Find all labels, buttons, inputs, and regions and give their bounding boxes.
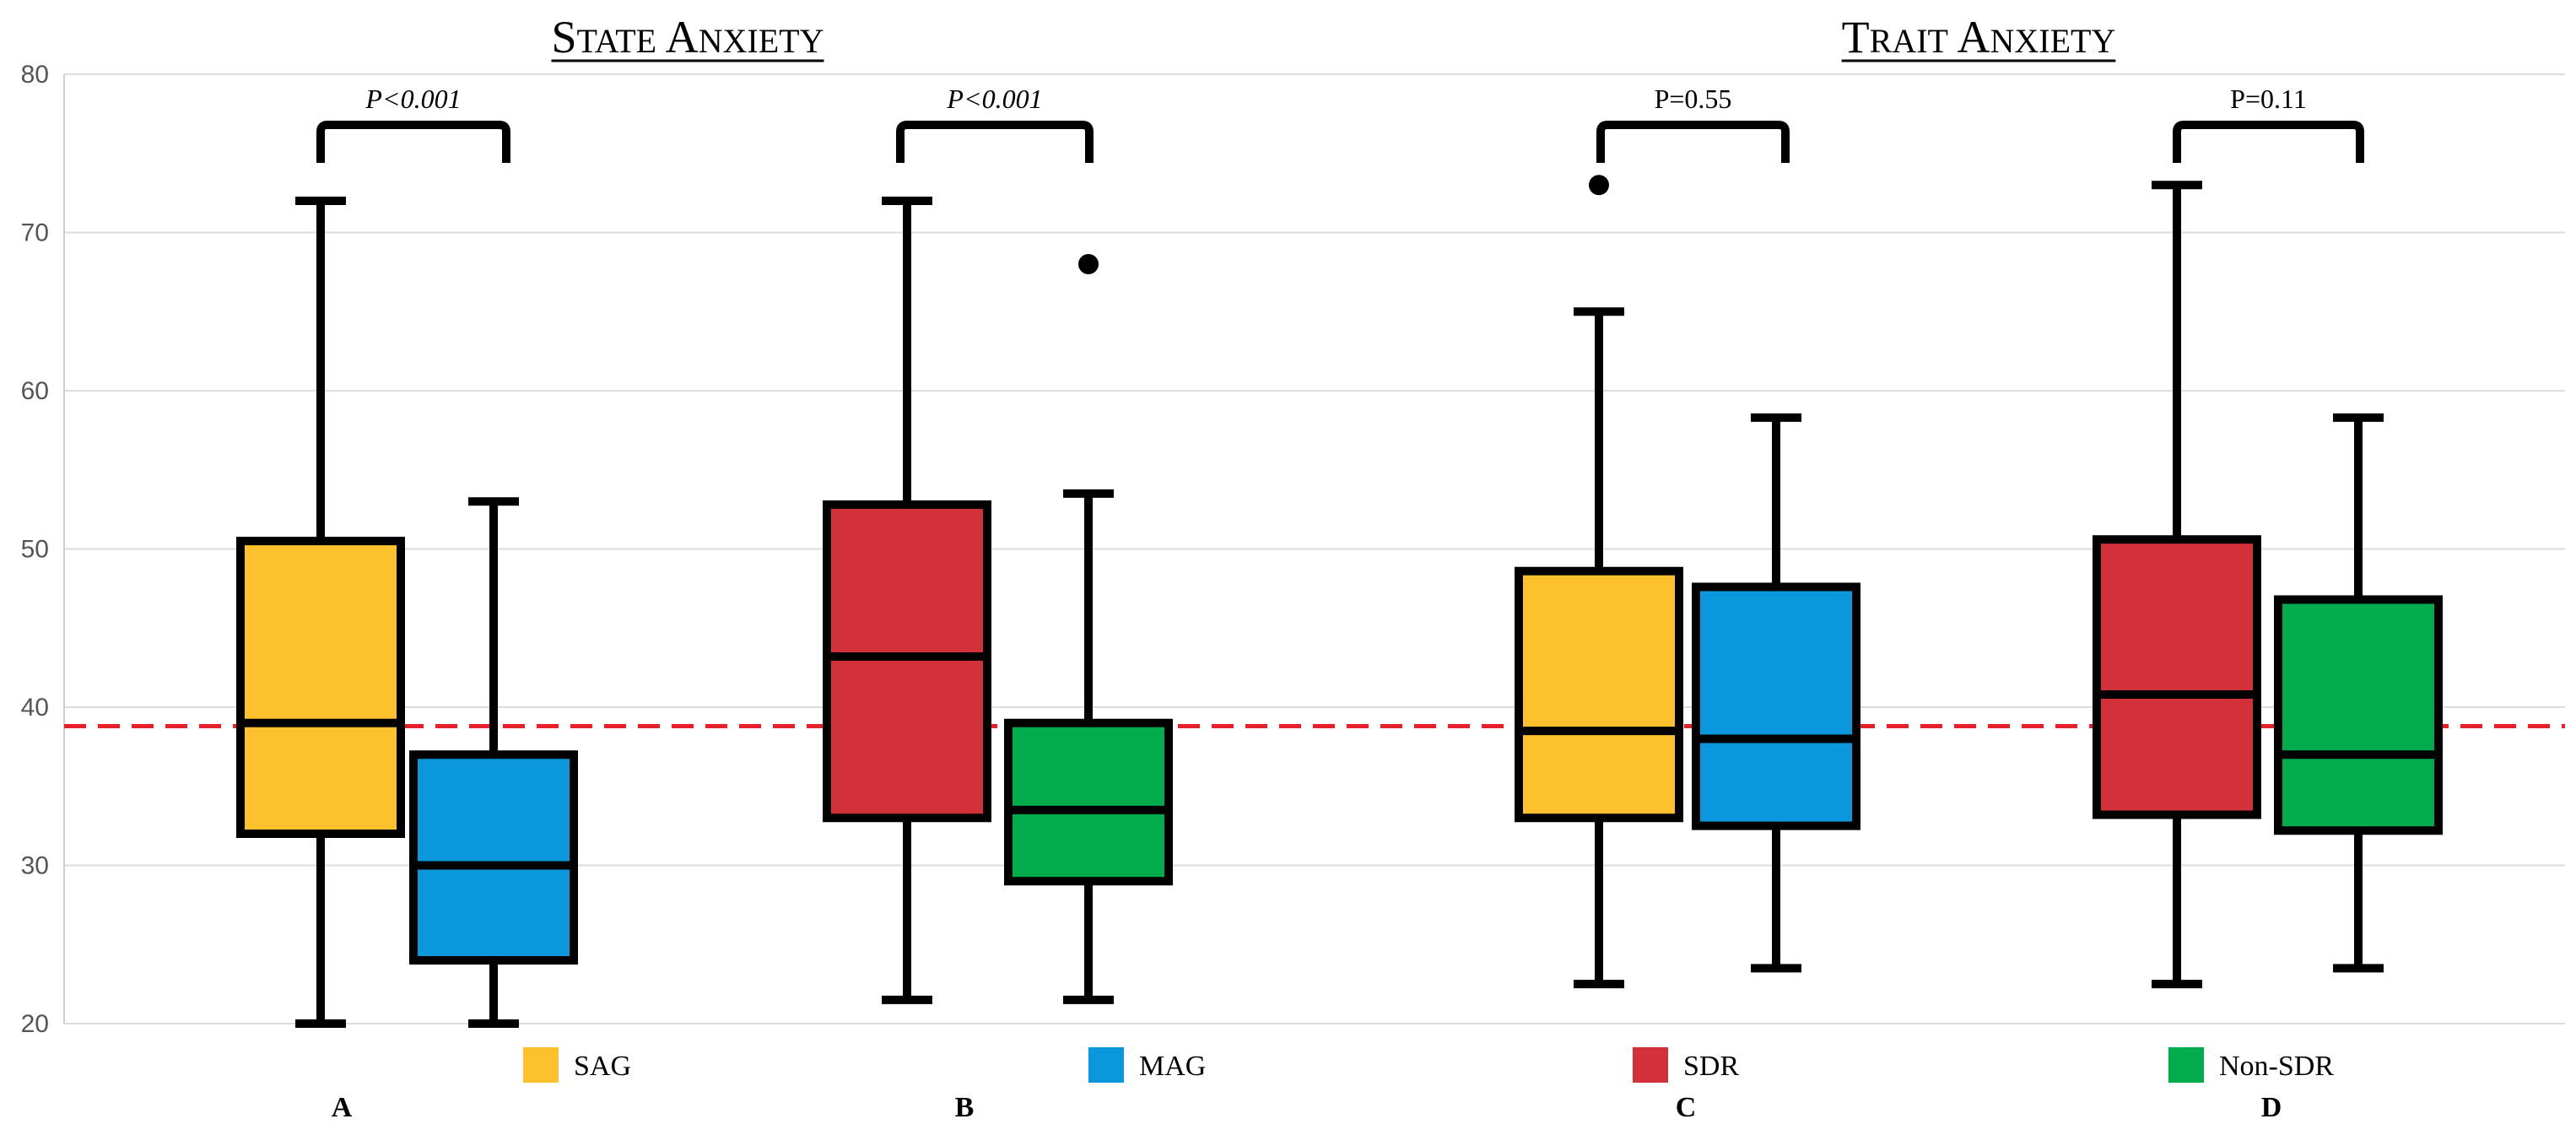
- y-tick-label: 40: [21, 694, 49, 722]
- legend-swatch: [1633, 1047, 1668, 1083]
- legend: SAG MAG SDR Non-SDR: [523, 1047, 2334, 1083]
- significance-bracket: [2173, 121, 2364, 163]
- group-letter-A: A: [332, 1092, 353, 1123]
- legend-label: SDR: [1683, 1051, 1739, 1082]
- outlier-point: [1589, 175, 1609, 196]
- group-letter-B: B: [955, 1092, 975, 1123]
- box-layer: P<0.001 A P<0.001 B P=0.55 C P=0.11 D: [236, 84, 2443, 1123]
- iqr-box: [2274, 595, 2443, 835]
- legend-label: Non-SDR: [2219, 1051, 2334, 1082]
- p-value-label: P<0.001: [946, 84, 1042, 114]
- y-tick-label: 60: [21, 377, 49, 405]
- box-B-non-sdr: [1004, 254, 1173, 1004]
- iqr-box: [409, 750, 578, 965]
- significance-bracket: [316, 121, 510, 163]
- group-letter-C: C: [1676, 1092, 1697, 1123]
- legend-swatch: [2168, 1047, 2204, 1083]
- box-D-sdr: [2093, 181, 2261, 989]
- legend-swatch: [1088, 1047, 1124, 1083]
- iqr-box: [2093, 535, 2261, 819]
- box-D-non-sdr: [2274, 413, 2443, 973]
- legend-label: SAG: [574, 1051, 631, 1082]
- legend-item-sdr: SDR: [1633, 1047, 1739, 1083]
- iqr-box: [1692, 582, 1860, 830]
- box-B-sdr: [823, 197, 991, 1004]
- legend-item-non-sdr: Non-SDR: [2168, 1047, 2334, 1083]
- legend-swatch: [523, 1047, 559, 1083]
- y-tick-label: 80: [21, 61, 49, 89]
- y-tick-label: 70: [21, 219, 49, 247]
- iqr-box: [236, 537, 405, 838]
- p-value-label: P=0.55: [1655, 84, 1732, 114]
- y-tick-label: 50: [21, 536, 49, 564]
- iqr-box: [823, 500, 991, 823]
- y-tick-label: 30: [21, 852, 49, 880]
- legend-item-mag: MAG: [1088, 1047, 1206, 1083]
- group-C: P=0.55 C: [1515, 84, 1860, 1123]
- group-A: P<0.001 A: [236, 84, 578, 1123]
- outlier-point: [1078, 254, 1099, 274]
- box-A-mag: [409, 497, 578, 1028]
- significance-bracket: [1596, 121, 1790, 163]
- box-C-mag: [1692, 413, 1860, 973]
- box-C-sag: [1515, 175, 1683, 989]
- p-value-label: P=0.11: [2230, 84, 2307, 114]
- p-value-label: P<0.001: [365, 84, 461, 114]
- box-A-sag: [236, 197, 405, 1028]
- iqr-box: [1004, 718, 1173, 886]
- group-D: P=0.11 D: [2093, 84, 2443, 1123]
- legend-label: MAG: [1139, 1051, 1206, 1082]
- iqr-box: [1515, 566, 1683, 823]
- significance-bracket: [896, 121, 1094, 163]
- section-title: TRAIT ANXIETY: [1842, 12, 2116, 62]
- group-letter-D: D: [2261, 1092, 2282, 1123]
- section-title: STATE ANXIETY: [552, 12, 824, 62]
- group-B: P<0.001 B: [823, 84, 1173, 1123]
- y-tick-label: 20: [21, 1010, 49, 1038]
- section-titles: STATE ANXIETY TRAIT ANXIETY: [551, 12, 2116, 62]
- legend-item-sag: SAG: [523, 1047, 631, 1083]
